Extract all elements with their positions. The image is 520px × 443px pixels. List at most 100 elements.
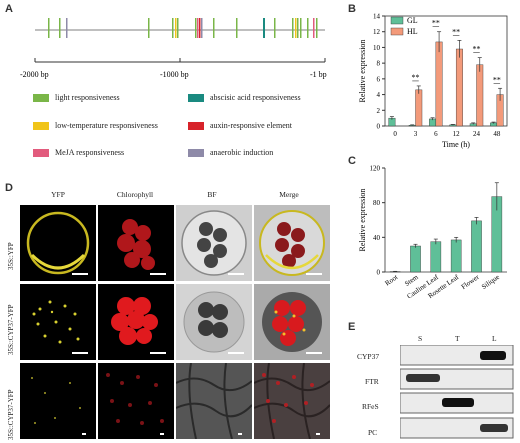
- x-tick-label: 24: [473, 130, 481, 138]
- legend-label: auxin-responsive element: [210, 121, 292, 130]
- element-mark: [313, 18, 315, 38]
- bar: [471, 220, 482, 273]
- blot-band: [480, 351, 506, 360]
- sig-label: **: [452, 27, 460, 36]
- western-blot: [400, 345, 514, 439]
- y-tick-label: 14: [373, 13, 381, 21]
- col-title-bf: BF: [207, 190, 217, 199]
- sig-label: **: [432, 19, 440, 28]
- x-axis-label: Time (h): [442, 140, 470, 149]
- element-mark: [59, 18, 61, 38]
- micro-chl-row3: [98, 363, 174, 439]
- lane-label-t: T: [455, 334, 460, 343]
- legend-swatch: [33, 148, 49, 157]
- element-mark: [66, 18, 68, 38]
- sig-label: **: [412, 73, 420, 82]
- legend-label: GL: [407, 16, 418, 25]
- blot-label-cyp37: CYP37: [357, 352, 380, 361]
- row-label-cyp37-2: 35S::CYP37-YFP: [7, 389, 15, 440]
- element-mark: [274, 18, 276, 38]
- y-tick-label: 12: [373, 28, 381, 36]
- element-mark: [236, 18, 238, 38]
- element-mark: [172, 18, 174, 38]
- x-tick-label: 0: [393, 130, 397, 138]
- element-mark: [300, 18, 302, 38]
- legend-swatch: [33, 121, 49, 130]
- axis-label-2000: -2000 bp: [20, 70, 49, 79]
- panel-label-e: E: [348, 321, 356, 333]
- sig-label: **: [473, 45, 481, 54]
- col-title-chlorophyll: Chlorophyll: [116, 190, 154, 199]
- micro-chl-row2: [98, 284, 174, 360]
- element-mark: [297, 18, 299, 38]
- bar: [450, 239, 462, 273]
- y-tick-label: 4: [377, 91, 381, 99]
- panel-label-c: C: [348, 155, 356, 167]
- bar-hl: [435, 41, 443, 127]
- legend-label: low-temperature responsiveness: [55, 121, 158, 130]
- blot-label-rfes: RFeS: [362, 402, 379, 411]
- legend-label: abscisic acid responsiveness: [210, 93, 301, 102]
- x-tick-label: 12: [453, 130, 461, 138]
- bar-hl: [415, 89, 423, 127]
- axis-label-1000: -1000 bp: [160, 70, 189, 79]
- legend-label: HL: [407, 27, 418, 36]
- y-tick-label: 40: [373, 234, 381, 242]
- legend-swatch: [33, 93, 49, 102]
- legend-meja: MeJA responsiveness: [33, 148, 124, 157]
- element-mark: [201, 18, 203, 38]
- col-title-yfp: YFP: [51, 190, 65, 199]
- element-mark: [213, 18, 215, 38]
- legend-swatch: [390, 27, 404, 36]
- col-title-merge: Merge: [279, 190, 299, 199]
- micro-chl-row1: [98, 205, 174, 281]
- bar-hl: [476, 64, 484, 127]
- legend-aba: abscisic acid responsiveness: [188, 93, 301, 102]
- micro-merge-row1: [254, 205, 330, 281]
- element-mark: [195, 18, 197, 38]
- legend-label: anaerobic induction: [210, 148, 274, 157]
- axis-label-1: -1 bp: [310, 70, 327, 79]
- panel-label-b: B: [348, 3, 356, 15]
- lane-label-s: S: [418, 334, 423, 343]
- element-mark: [148, 18, 150, 38]
- y-tick-label: 8: [377, 60, 381, 68]
- micro-yfp-row2: [20, 284, 96, 360]
- promoter-elements: [48, 18, 318, 38]
- legend-label: MeJA responsiveness: [55, 148, 125, 157]
- y-tick-label: 0: [377, 123, 381, 131]
- element-mark: [295, 18, 297, 38]
- legend-label: light responsiveness: [55, 93, 120, 102]
- x-tick-label: Root: [384, 273, 400, 287]
- x-tick-label: 6: [434, 130, 438, 138]
- x-tick-label: Silique: [480, 273, 501, 291]
- legend-auxin: auxin-responsive element: [188, 121, 292, 130]
- blot-band: [406, 374, 440, 382]
- element-mark: [307, 18, 309, 38]
- plot-frame: [384, 15, 508, 127]
- panel-label-a: A: [5, 3, 13, 15]
- legend-lowtemp: low-temperature responsiveness: [33, 121, 158, 130]
- y-tick-label: 6: [377, 75, 381, 83]
- lane-label-l: L: [492, 334, 497, 343]
- y-tick-label: 10: [373, 44, 381, 52]
- blot-label-pc: PC: [368, 428, 378, 437]
- element-mark: [316, 18, 318, 38]
- element-mark: [48, 18, 50, 38]
- bar-hl: [455, 48, 463, 127]
- y-axis-label: Relative expression: [358, 189, 367, 252]
- element-mark: [175, 18, 177, 38]
- y-tick-label: 80: [373, 199, 381, 207]
- x-tick-label: Flower: [460, 273, 481, 291]
- blot-band: [480, 424, 508, 432]
- micro-merge-row2: [254, 284, 330, 360]
- element-mark: [199, 18, 201, 38]
- y-tick-label: 2: [377, 107, 381, 115]
- y-tick-label: 0: [377, 269, 381, 277]
- bar: [410, 245, 421, 273]
- x-tick-label: 3: [414, 130, 418, 138]
- micro-merge-row3: [254, 363, 330, 439]
- legend-swatch: [390, 16, 404, 25]
